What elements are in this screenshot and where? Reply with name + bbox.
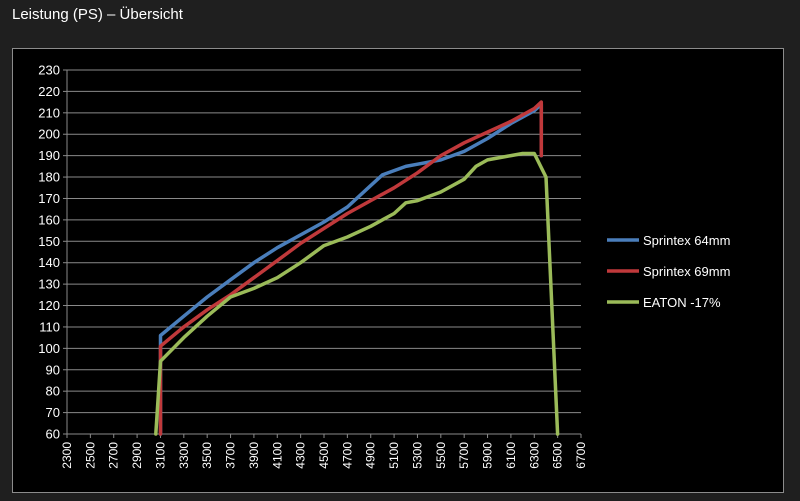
y-tick-label: 210 (38, 105, 60, 120)
legend: Sprintex 64mm Sprintex 69mm EATON -17% (607, 233, 730, 310)
x-tick-label: 2300 (60, 442, 74, 469)
x-tick-label: 5300 (410, 442, 424, 469)
y-tick-label: 60 (46, 427, 60, 442)
x-tick-label: 2700 (107, 442, 121, 469)
y-tick-label: 100 (38, 341, 60, 356)
x-tick-label: 5500 (434, 442, 448, 469)
x-tick-label: 3100 (153, 442, 167, 469)
y-tick-label: 120 (38, 298, 60, 313)
chart-area: 60 70 80 90 100 110 120 130 140 150 160 170 180 190 20… (12, 48, 784, 493)
y-tick-label: 130 (38, 277, 60, 292)
y-axis-ticks: 60 70 80 90 100 110 120 130 140 150 160 170 180 190 20… (38, 63, 67, 442)
x-tick-label: 5100 (387, 442, 401, 469)
x-tick-label: 3300 (177, 442, 191, 469)
x-tick-label: 4300 (294, 442, 308, 469)
x-tick-label: 6700 (574, 442, 588, 469)
legend-label: Sprintex 69mm (643, 264, 730, 279)
x-tick-label: 2900 (130, 442, 144, 469)
series-line-1 (158, 102, 544, 436)
series-line-2 (158, 100, 544, 436)
grid-lines (66, 69, 581, 435)
x-tick-label: 6300 (527, 442, 541, 469)
x-axis-ticks: 2300 2500 2700 2900 3100 3300 3500 3700 3900 4100… (60, 434, 588, 469)
y-tick-label: 140 (38, 255, 60, 270)
x-tick-label: 5700 (457, 442, 471, 469)
series-line-3 (154, 151, 560, 436)
y-tick-label: 70 (46, 405, 60, 420)
y-tick-label: 180 (38, 170, 60, 185)
y-tick-label: 160 (38, 212, 60, 227)
series-lines (154, 100, 560, 436)
x-tick-label: 6500 (551, 442, 565, 469)
y-tick-label: 170 (38, 191, 60, 206)
x-tick-label: 4100 (270, 442, 284, 469)
y-tick-label: 110 (39, 319, 60, 334)
y-tick-label: 90 (46, 362, 60, 377)
line-chart: 60 70 80 90 100 110 120 130 140 150 160 170 180 190 20… (38, 63, 730, 469)
x-tick-label: 4500 (317, 442, 331, 469)
y-tick-label: 150 (38, 234, 60, 249)
x-tick-label: 3500 (200, 442, 214, 469)
x-tick-label: 3900 (247, 442, 261, 469)
x-tick-label: 5900 (481, 442, 495, 469)
y-tick-label: 190 (38, 148, 60, 163)
chart-title: Leistung (PS) – Übersicht (12, 6, 183, 23)
y-tick-label: 80 (46, 384, 60, 399)
legend-label: EATON -17% (643, 295, 721, 310)
y-tick-label: 220 (38, 84, 60, 99)
legend-label: Sprintex 64mm (643, 233, 730, 248)
y-tick-label: 200 (38, 127, 60, 142)
y-tick-label: 230 (38, 63, 60, 78)
x-tick-label: 2500 (83, 442, 97, 469)
x-tick-label: 4900 (364, 442, 378, 469)
x-tick-label: 4700 (340, 442, 354, 469)
x-tick-label: 3700 (224, 442, 238, 469)
x-tick-label: 6100 (504, 442, 518, 469)
